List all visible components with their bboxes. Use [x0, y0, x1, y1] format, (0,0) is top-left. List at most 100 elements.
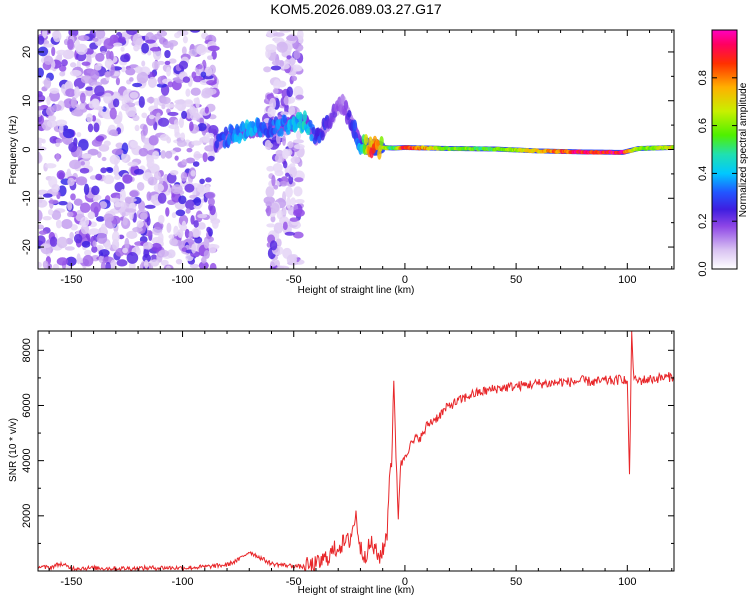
noise-speckle: [132, 226, 143, 233]
noise-speckle: [68, 142, 78, 153]
noise-speckle: [109, 154, 121, 165]
noise-speckle: [204, 106, 209, 114]
noise-speckle: [92, 98, 100, 109]
signal-core: [229, 124, 234, 134]
noise-speckle: [192, 161, 200, 167]
x-tick-label: 0: [402, 576, 408, 588]
y-tick-label: 0: [21, 146, 33, 152]
noise-speckle: [193, 220, 199, 228]
noise-speckle: [87, 148, 99, 156]
noise-speckle: [77, 35, 90, 41]
noise-speckle: [76, 253, 81, 265]
noise-speckle: [165, 103, 176, 108]
colorbar-ticks: 0.0 0.2 0.4 0.6 0.8: [697, 70, 737, 277]
noise-speckle: [92, 240, 97, 248]
noise-speckle: [114, 201, 123, 208]
noise-speckle: [168, 58, 177, 64]
noise-speckle: [289, 57, 296, 65]
noise-speckle: [164, 49, 171, 59]
noise-speckle: [126, 30, 138, 36]
noise-speckle: [93, 122, 100, 133]
noise-speckle: [271, 174, 276, 187]
noise-speckle: [64, 246, 75, 251]
snr-y-ticks: 2000 4000 6000 8000: [21, 338, 674, 572]
noise-speckle: [149, 47, 162, 52]
noise-speckle: [161, 104, 166, 110]
noise-speckle: [103, 174, 115, 185]
noise-speckle: [293, 186, 303, 197]
noise-speckle: [104, 58, 114, 69]
noise-speckle: [265, 43, 277, 53]
noise-speckle: [38, 67, 44, 78]
noise-speckle: [177, 229, 184, 238]
noise-speckle: [89, 30, 96, 40]
noise-speckle: [90, 201, 101, 214]
noise-speckle: [38, 195, 43, 204]
noise-speckle: [121, 66, 126, 73]
noise-speckle: [269, 240, 278, 251]
noise-speckle: [289, 217, 299, 222]
signal-core: [352, 119, 358, 132]
noise-speckle: [183, 100, 194, 108]
noise-speckle: [46, 119, 58, 128]
noise-speckle: [109, 107, 117, 120]
noise-speckle: [196, 64, 203, 70]
noise-speckle: [161, 96, 171, 105]
noise-speckle: [282, 207, 287, 216]
snr-series-line: [38, 331, 674, 571]
noise-speckle: [129, 190, 139, 198]
noise-speckle: [185, 88, 191, 97]
noise-speckle: [200, 71, 207, 78]
signal-core: [214, 139, 220, 149]
noise-speckle: [146, 157, 155, 167]
noise-speckle: [293, 143, 305, 150]
noise-speckle: [55, 119, 68, 127]
noise-speckle: [269, 97, 277, 110]
noise-speckle: [174, 155, 179, 161]
noise-speckle: [76, 146, 83, 159]
noise-speckle: [190, 214, 195, 225]
noise-speckle: [94, 85, 105, 97]
y-tick-label: -20: [21, 239, 33, 255]
noise-speckle: [181, 46, 187, 55]
noise-speckle: [138, 147, 149, 157]
noise-speckle: [80, 75, 93, 84]
noise-speckle: [191, 140, 202, 146]
noise-speckle: [85, 86, 94, 91]
noise-speckle: [141, 42, 150, 54]
noise-speckle: [178, 195, 187, 205]
noise-speckle: [279, 59, 285, 67]
noise-speckle: [190, 112, 201, 121]
noise-speckle: [109, 129, 118, 137]
spectrogram-x-axis-label: Height of straight line (km): [298, 285, 415, 296]
noise-speckle: [70, 97, 77, 109]
signal-core: [376, 140, 381, 147]
noise-speckle: [129, 91, 139, 99]
noise-speckle: [202, 135, 211, 143]
noise-speckle: [207, 155, 215, 162]
noise-speckle: [197, 213, 208, 219]
noise-speckle: [191, 243, 197, 254]
noise-speckle: [105, 50, 111, 61]
noise-speckle: [70, 193, 76, 201]
noise-speckle: [60, 83, 67, 94]
noise-speckle: [198, 261, 209, 269]
noise-speckle: [73, 233, 83, 244]
noise-speckle: [67, 201, 73, 211]
noise-speckle: [42, 30, 48, 39]
noise-speckle: [166, 172, 177, 184]
noise-speckle: [132, 82, 143, 88]
noise-speckle: [103, 140, 111, 147]
noise-speckle: [56, 257, 69, 266]
noise-speckle: [122, 247, 128, 254]
noise-speckle: [69, 62, 77, 68]
noise-speckle: [153, 97, 159, 110]
noise-speckle: [184, 183, 195, 193]
noise-speckle: [82, 254, 94, 267]
noise-speckle: [144, 204, 156, 209]
snr-x-ticks: -150 -100 -50 0 50 100: [48, 331, 673, 588]
noise-speckle: [136, 220, 144, 228]
noise-speckle: [83, 183, 90, 196]
noise-speckle: [74, 86, 80, 98]
noise-speckle: [112, 98, 120, 108]
